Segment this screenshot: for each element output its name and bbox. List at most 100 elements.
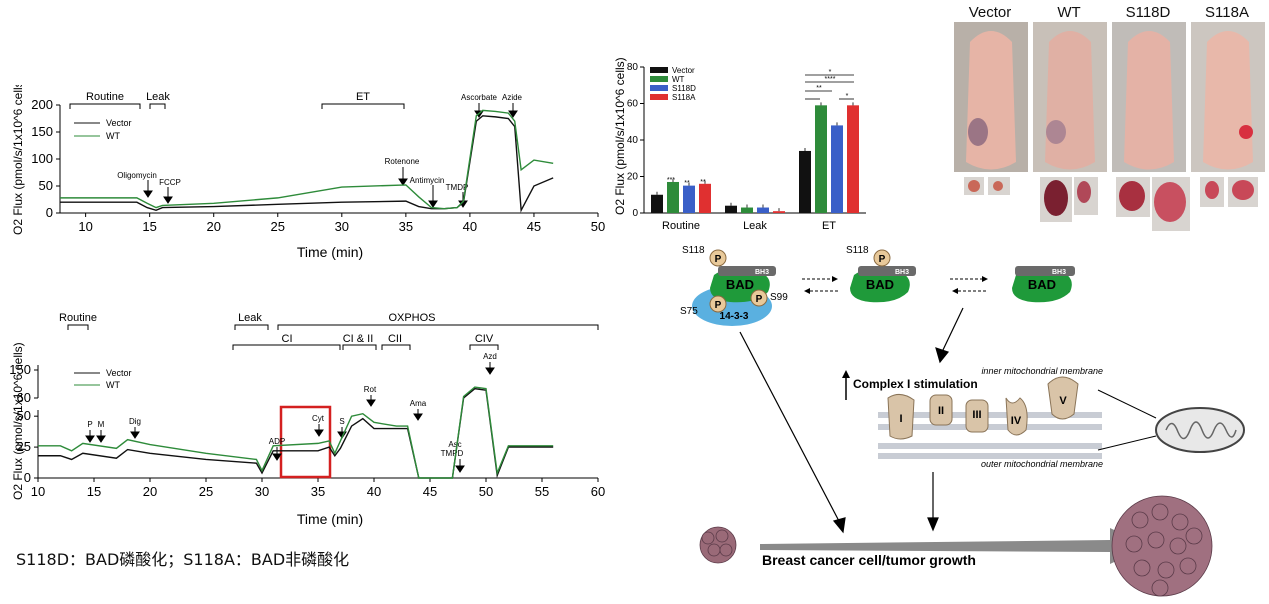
tumor-large (1111, 495, 1213, 597)
bh3-domain-1 (718, 266, 776, 276)
pb-series-wt (38, 386, 554, 479)
pb-inj-p: P (87, 420, 92, 429)
pa-phase-et: ET (356, 91, 370, 103)
mouse-photos-svg (954, 22, 1265, 231)
pb-inj-m: M (98, 420, 105, 429)
pa-inj-oligomycin: Oligomycin (117, 171, 157, 180)
growth-arrow (760, 528, 1148, 564)
pb-phase-oxphos: OXPHOS (388, 312, 435, 324)
pb-xtick-label-5: 35 (311, 484, 325, 499)
photo-label-wt: WT (1057, 4, 1081, 21)
pb-xtick-label-2: 20 (143, 484, 157, 499)
pc-ytick-label-2: 40 (627, 135, 639, 146)
pc-bar-routine-s118d (683, 185, 695, 213)
pa-legend-wt: WT (106, 131, 120, 141)
pc-legend-swatch-3 (650, 94, 668, 100)
pb-inj-cyt: Cyt (312, 414, 325, 423)
pb-phase-ci-ii: CI & II (343, 333, 374, 345)
panel-c-ylabel: O2 Flux (pmol/s/1x10^6 cells) (613, 57, 627, 215)
pc-bar-leak-s118d (757, 207, 769, 213)
pc-bar-leak-s118a (773, 211, 785, 213)
pa-xtick-label-5: 35 (399, 219, 413, 234)
phospho-p-3: P (756, 294, 763, 305)
pa-ytick-label-3: 150 (31, 124, 53, 139)
pb-inj-ama: Ama (410, 399, 427, 408)
pb-inj-adp: ADP (269, 437, 285, 446)
pa-xtick-label-2: 20 (206, 219, 220, 234)
tumor-small (699, 526, 737, 564)
pc-bar-routine-s118a (699, 183, 711, 213)
photo-label-s118d: S118D (1125, 4, 1171, 21)
pc-bar-routine-vector (651, 194, 663, 213)
pa-xtick-label-4: 30 (335, 219, 349, 234)
pc-legend-label-2: S118D (672, 84, 696, 93)
pb-xtick-label-6: 40 (367, 484, 381, 499)
bad-1433-complex: 14-3-3 BAD BH3 P P P S118 S75 S99 (680, 245, 788, 326)
pb-legend-wt: WT (106, 380, 120, 390)
pb-xtick-label-9: 55 (535, 484, 549, 499)
pb-legend-vector: Vector (106, 368, 132, 378)
pc-legend-label-0: Vector (672, 66, 695, 75)
panel-c-chart: O2 Flux (pmol/s/1x10^6 cells) 020406080 … (613, 57, 866, 232)
pc-ytick-label-3: 60 (627, 99, 639, 110)
pa-ytick-label-1: 50 (39, 178, 53, 193)
pa-phase-leak: Leak (146, 91, 170, 103)
pa-injection-arrows (143, 103, 518, 208)
pa-inj-antimycin: Antimycin (410, 176, 445, 185)
pb-ytick-high-label-0: 60 (17, 390, 31, 405)
pc-bar-routine-wt (667, 181, 679, 213)
pc-bar-et-wt (815, 105, 827, 213)
pc-ytick-label-1: 20 (627, 172, 639, 183)
bad-label-1: BAD (726, 277, 754, 292)
pa-inj-rotenone: Rotenone (385, 157, 420, 166)
growth-label: Breast cancer cell/tumor growth (762, 552, 976, 568)
complex-ii: II (938, 405, 944, 417)
pb-ytick-low-label-1: 25 (17, 439, 31, 454)
bad-unphospho: BAD BH3 (1012, 266, 1075, 303)
protein-1433-label: 14-3-3 (720, 311, 749, 322)
bh3-label-2: BH3 (895, 269, 909, 276)
pa-xtick-label-8: 50 (591, 219, 605, 234)
bad-label-3: BAD (1028, 277, 1056, 292)
bad-label-2: BAD (866, 277, 894, 292)
phospho-s118-1 (709, 249, 727, 267)
mechanism-diagram: 14-3-3 BAD BH3 P P P S118 S75 S99 BAD BH… (680, 245, 1245, 597)
outer-membrane-label: outer mitochondrial membrane (981, 459, 1103, 469)
complex-stim-label: Complex I stimulation (853, 377, 978, 391)
panel-a-xlabel: Time (min) (297, 244, 363, 260)
pb-xtick-label-0: 10 (31, 484, 45, 499)
pa-xtick-label-1: 15 (142, 219, 156, 234)
pc-legend-swatch-2 (650, 85, 668, 91)
respiratory-complexes (887, 376, 1079, 440)
mouse-photo-s118a (1191, 22, 1265, 207)
complex-v: V (1059, 395, 1067, 407)
panel-b-ylabel: O2 Flux (pmol/s/1x10^6 cells) (11, 342, 25, 500)
pb-ytick-low-label-2: 50 (17, 408, 31, 423)
phospho-s75 (709, 295, 727, 313)
pc-sig-routine-s118d: ** (684, 180, 690, 187)
pc-bar-et-s118a (847, 105, 859, 213)
pb-inj-dig: Dig (129, 417, 141, 426)
pa-inj-azide: Azide (502, 93, 523, 102)
label-s118-1: S118 (682, 245, 705, 256)
bh3-label-3: BH3 (1052, 269, 1066, 276)
equilibrium-heads-2 (952, 276, 988, 294)
label-s118-2: S118 (846, 245, 869, 256)
pb-injection-arrows (85, 362, 495, 473)
pb-phase-leak: Leak (238, 312, 262, 324)
bad-s118p: BAD BH3 P S118 (846, 245, 916, 303)
pa-legend-vector: Vector (106, 118, 132, 128)
pc-legend-swatch-0 (650, 67, 668, 73)
equilibrium-heads-1 (804, 276, 838, 294)
pb-series-vector (38, 387, 554, 479)
pb-phase-routine: Routine (59, 312, 97, 324)
panel-b-phase-brackets (67, 324, 599, 350)
equilibrium-arrows-1 (802, 278, 838, 292)
pa-phase-routine: Routine (86, 91, 124, 103)
pa-ytick-label-4: 200 (31, 97, 53, 112)
pc-ytick-label-4: 80 (627, 62, 639, 73)
photo-label-s118a: S118A (1205, 4, 1249, 21)
pc-sig-et-0: * (829, 69, 832, 76)
inner-membrane-label: inner mitochondrial membrane (981, 366, 1103, 376)
mouse-photo-wt (1033, 22, 1107, 222)
